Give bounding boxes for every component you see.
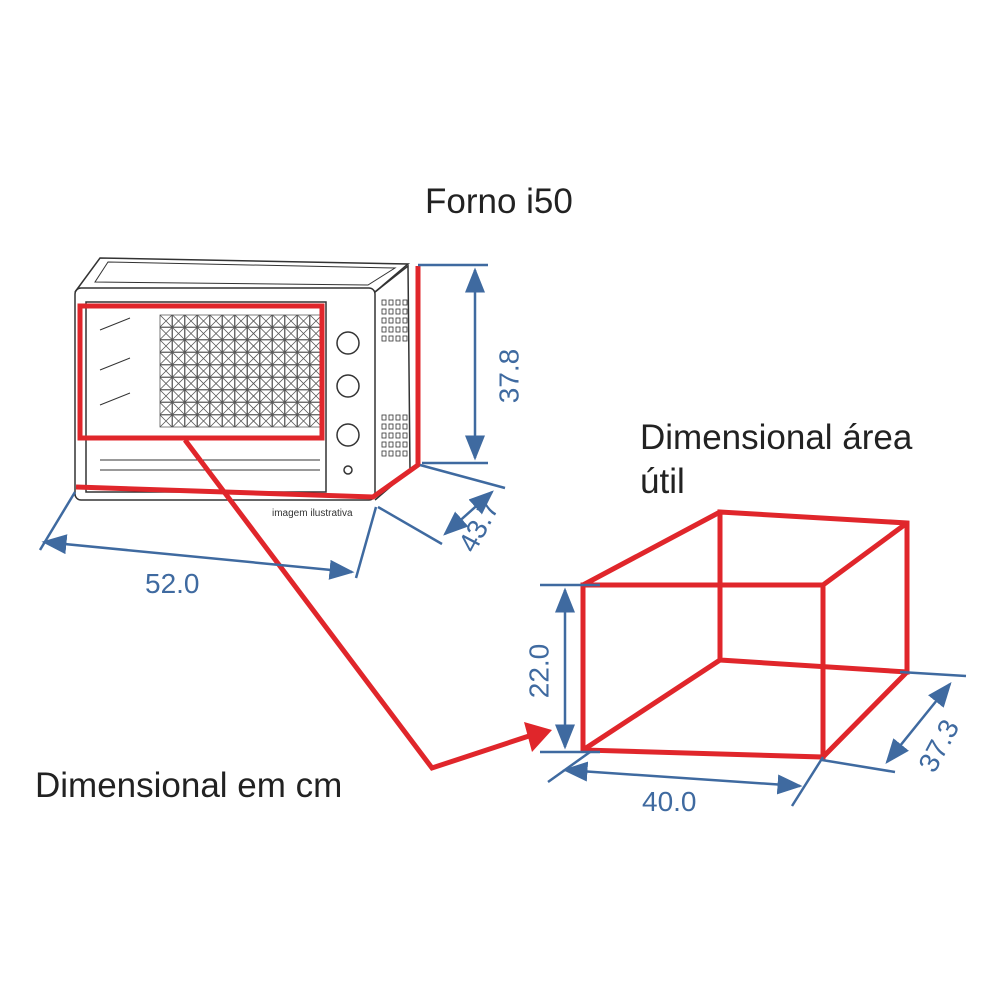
title: Forno i50 bbox=[425, 182, 573, 221]
arrow-head bbox=[524, 722, 552, 752]
oven-height-label: 37.8 bbox=[493, 348, 525, 404]
subtitle-line1: Dimensional área bbox=[640, 418, 913, 457]
oven-drawing bbox=[74, 257, 411, 501]
dimension-lines bbox=[38, 263, 967, 807]
image-note: imagem ilustrativa bbox=[272, 508, 353, 519]
cavity-width-label: 40.0 bbox=[642, 786, 697, 817]
oven-width-label: 52.0 bbox=[145, 568, 200, 599]
subtitle-line2: útil bbox=[640, 462, 685, 501]
oven-grill bbox=[159, 314, 323, 428]
cavity-height-label: 22.0 bbox=[523, 643, 555, 699]
footer-caption: Dimensional em cm bbox=[35, 766, 343, 805]
